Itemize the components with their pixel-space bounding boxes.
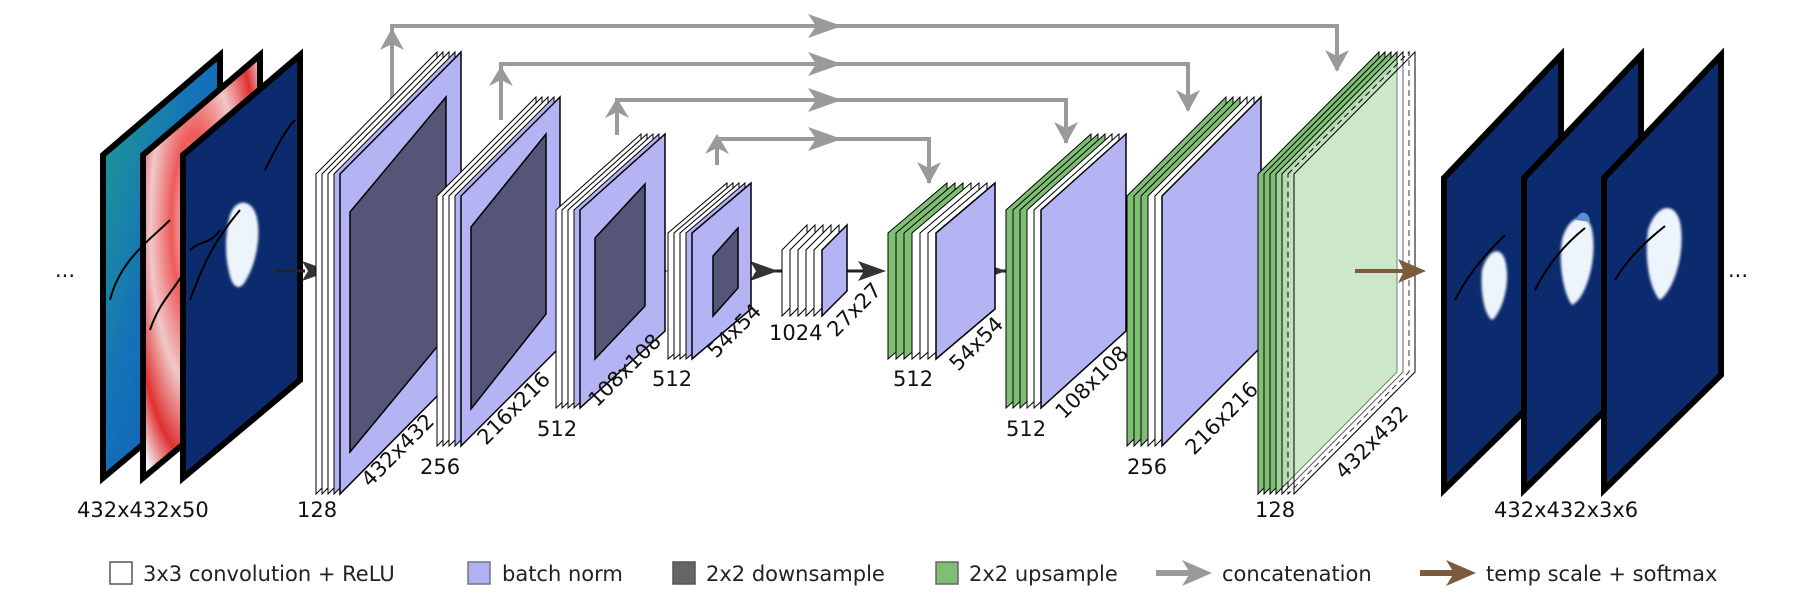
legend-upsample-label: 2x2 upsample — [969, 562, 1118, 586]
decoder-block-1 — [887, 181, 996, 361]
enc1-channels-label: 128 — [297, 498, 337, 522]
encoder-block-1 — [315, 50, 462, 496]
dec3-channels-label: 256 — [1127, 455, 1167, 479]
decoder-block-2 — [1005, 132, 1127, 410]
encoder-block-2 — [436, 95, 561, 448]
decoder-block-3 — [1126, 95, 1262, 448]
output-maps — [1441, 47, 1724, 498]
enc4-channels-label: 512 — [652, 367, 692, 391]
legend-concatenation-label: concatenation — [1222, 562, 1372, 586]
bottleneck-block — [781, 223, 848, 318]
decoder-block-4 — [1257, 50, 1416, 496]
legend-batchnorm-swatch — [467, 561, 491, 585]
legend: 3x3 convolution + ReLU batch norm 2x2 do… — [109, 560, 1717, 586]
legend-downsample-label: 2x2 downsample — [706, 562, 885, 586]
enc3-channels-label: 512 — [537, 417, 577, 441]
legend-downsample-swatch — [672, 561, 696, 585]
bottleneck-channels-label: 1024 — [769, 321, 822, 345]
encoder-block-3 — [555, 132, 666, 410]
sea-ice-shape — [226, 202, 259, 287]
legend-concatenation-arrow-icon — [1156, 560, 1212, 586]
legend-conv-swatch — [109, 561, 133, 585]
dec4-channels-label: 128 — [1255, 498, 1295, 522]
legend-softmax-arrow-icon — [1420, 560, 1476, 586]
skip-connections — [380, 14, 1349, 184]
output-size-label: 432x432x3x6 — [1494, 498, 1638, 522]
dec1-channels-label: 512 — [893, 367, 933, 391]
input-size-label: 432x432x50 — [77, 498, 209, 522]
legend-softmax-label: temp scale + softmax — [1486, 562, 1717, 586]
enc2-channels-label: 256 — [420, 455, 460, 479]
legend-conv-label: 3x3 convolution + ReLU — [143, 562, 395, 586]
softmax-arrow — [1355, 259, 1426, 283]
input-maps — [100, 48, 303, 485]
legend-upsample-swatch — [935, 561, 959, 585]
legend-batchnorm-label: batch norm — [502, 562, 623, 586]
input-ellipsis: ... — [55, 258, 75, 282]
output-ellipsis: ... — [1728, 258, 1748, 282]
dec2-channels-label: 512 — [1006, 417, 1046, 441]
encoder-block-4 — [667, 181, 752, 361]
